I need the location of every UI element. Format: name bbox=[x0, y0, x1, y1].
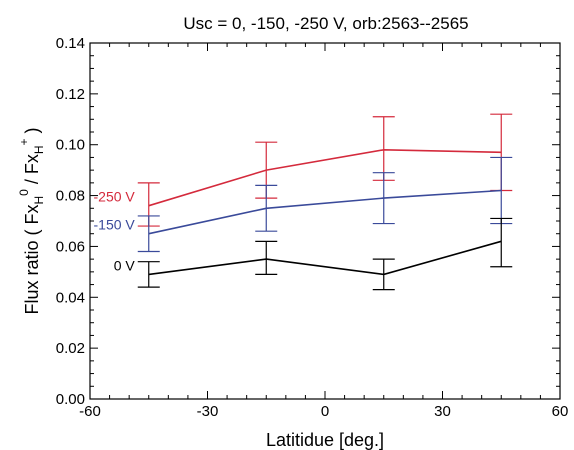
axis-ticks bbox=[89, 42, 561, 400]
series-0 bbox=[137, 113, 513, 227]
y-axis-title-sup1: 0 bbox=[17, 189, 31, 196]
y-tick-label: 0.08 bbox=[56, 188, 85, 205]
y-axis-title-prefix: Flux ratio ( Fx bbox=[22, 205, 42, 315]
x-tick-label: -60 bbox=[79, 403, 101, 420]
y-axis-title: Flux ratio ( FxH0 / FxH+ ) bbox=[17, 127, 46, 314]
x-tick-label: 30 bbox=[434, 403, 451, 420]
axis-tick-labels: -60 -30 0 30 60 0.00 0.02 0.04 0.06 0.08 0.10 0.12 0… bbox=[56, 35, 569, 420]
series-line bbox=[148, 148, 502, 207]
y-axis-title-suffix: ) bbox=[22, 127, 42, 138]
x-tick-label: 60 bbox=[552, 403, 569, 420]
y-axis-title-sup2: + bbox=[17, 138, 31, 145]
series-line bbox=[148, 189, 502, 235]
series-layer bbox=[137, 113, 513, 291]
y-tick-label: 0.06 bbox=[56, 238, 85, 255]
y-axis-title-sub2: H bbox=[32, 145, 46, 154]
series-line bbox=[148, 240, 502, 276]
y-axis-title-sub1: H bbox=[32, 196, 46, 205]
series-label: 0 V bbox=[114, 257, 136, 273]
y-tick-label: 0.10 bbox=[56, 137, 85, 154]
series-label: -250 V bbox=[94, 189, 136, 205]
y-tick-label: 0.04 bbox=[56, 289, 85, 306]
y-tick-label: 0.00 bbox=[56, 391, 85, 408]
chart-title: Usc = 0, -150, -250 V, orb:2563--2565 bbox=[183, 14, 468, 33]
series-labels: -250 V -150 V 0 V bbox=[94, 189, 136, 274]
series-label: -150 V bbox=[94, 217, 136, 233]
x-tick-label: 0 bbox=[321, 403, 329, 420]
y-tick-label: 0.12 bbox=[56, 86, 85, 103]
y-axis-title-mid: / Fx bbox=[22, 154, 42, 189]
series-1 bbox=[137, 156, 513, 253]
y-tick-label: 0.14 bbox=[56, 35, 85, 52]
x-axis-title: Latitidue [deg.] bbox=[266, 430, 384, 450]
plot-frame bbox=[89, 42, 561, 400]
y-tick-label: 0.02 bbox=[56, 340, 85, 357]
x-tick-label: -30 bbox=[197, 403, 219, 420]
series-2 bbox=[137, 217, 513, 291]
